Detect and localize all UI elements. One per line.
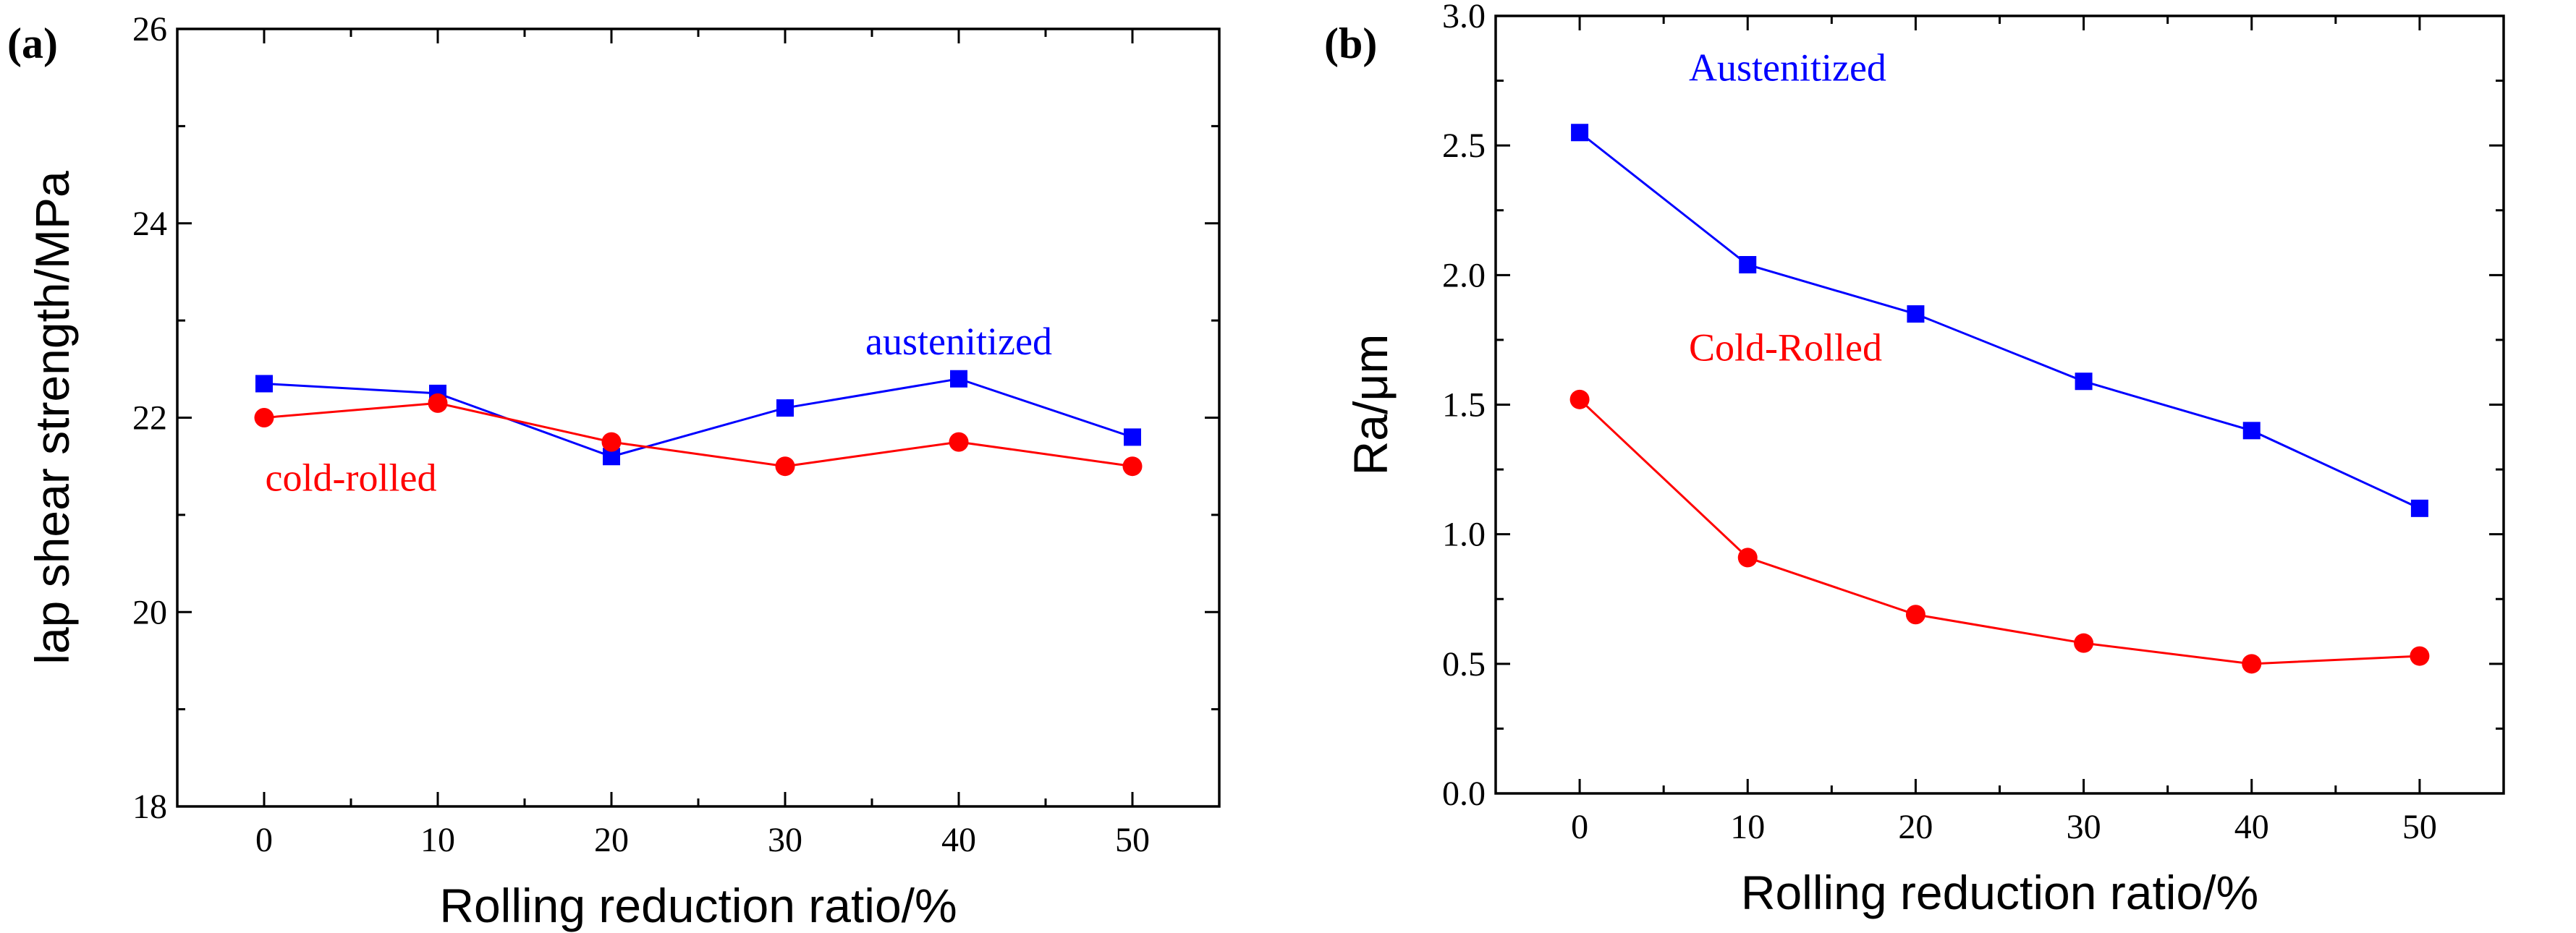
chart-panel-a: (a) 0 10 20 30 40 50 18 20 22 24 26 Rolling reduct…: [7, 10, 1221, 932]
data-point-circle: [1737, 548, 1758, 568]
annotation-austenitized-a: austenitized: [865, 320, 1052, 363]
y-tick-label: 2.0: [1442, 256, 1486, 294]
x-tick-label: 20: [1898, 808, 1933, 846]
data-point-circle: [2242, 654, 2262, 674]
data-point-circle: [2074, 633, 2094, 653]
x-tick-label: 0: [1571, 808, 1588, 846]
plot-frame-a: [176, 27, 1221, 808]
x-tick-label: 10: [420, 821, 455, 859]
y-tick-label: 1.5: [1442, 386, 1486, 425]
data-point-square: [255, 375, 273, 393]
data-point-square: [1571, 124, 1589, 142]
y-axis-title-b: Ra/μm: [1344, 334, 1397, 476]
plot-frame-b: [1494, 14, 2505, 795]
axis-ticks-a: [177, 27, 1219, 808]
data-point-square: [1907, 305, 1925, 323]
y-tick-label: 22: [132, 399, 167, 438]
series-line-austenitized: [1579, 132, 2420, 510]
data-point-circle: [775, 456, 795, 477]
tick-labels-a: 0 10 20 30 40 50 18 20 22 24 26: [132, 10, 1150, 859]
data-point-circle: [601, 432, 622, 452]
series-line-austenitized: [263, 378, 1133, 458]
data-point-circle: [2410, 646, 2430, 666]
y-tick-label: 24: [132, 205, 167, 243]
series-line-cold-rolled: [263, 401, 1133, 468]
y-tick-label: 20: [132, 593, 167, 631]
data-point-square: [2075, 372, 2093, 391]
y-tick-label: 2.5: [1442, 127, 1486, 165]
data-point-square: [1739, 256, 1757, 273]
data-point-circle: [428, 393, 448, 413]
annotation-cold-rolled-a: cold-rolled: [266, 456, 437, 499]
x-tick-label: 40: [2234, 808, 2269, 846]
series-markers-b: [1569, 124, 2430, 674]
data-point-square: [776, 399, 794, 417]
data-point-circle: [1569, 389, 1590, 409]
x-axis-title-b: Rolling reduction ratio/%: [1741, 866, 2258, 919]
series-line-cold-rolled: [1579, 399, 2420, 665]
x-tick-label: 0: [255, 821, 273, 859]
y-tick-label: 0.0: [1442, 775, 1486, 813]
y-tick-label: 18: [132, 788, 167, 826]
x-tick-label: 40: [941, 821, 976, 859]
chart-panel-b: (b) 0 10 20 30 40 50 0.0 0.5 1.0 1.5 2.0 2.5 3.0 Rol…: [1324, 0, 2505, 919]
series-markers-a: [254, 370, 1143, 477]
x-tick-label: 30: [2067, 808, 2101, 846]
data-point-circle: [949, 432, 969, 452]
panel-label-a: (a): [7, 20, 58, 67]
annotation-austenitized-b: Austenitized: [1689, 46, 1886, 90]
panel-label-b: (b): [1324, 20, 1377, 67]
x-tick-label: 10: [1730, 808, 1765, 846]
x-tick-label: 50: [2402, 808, 2437, 846]
data-point-square: [2410, 499, 2428, 517]
x-axis-title-a: Rolling reduction ratio/%: [439, 879, 957, 932]
x-tick-label: 20: [594, 821, 629, 859]
y-tick-label: 26: [132, 10, 167, 48]
y-axis-title-a: lap shear strength/MPa: [25, 171, 79, 665]
data-point-circle: [1122, 456, 1143, 477]
y-tick-label: 0.5: [1442, 645, 1486, 683]
data-point-square: [950, 370, 967, 388]
data-point-circle: [254, 408, 274, 427]
x-tick-label: 30: [768, 821, 802, 859]
tick-labels-b: 0 10 20 30 40 50 0.0 0.5 1.0 1.5 2.0 2.5 3.0: [1442, 0, 2437, 846]
series-lines-a: [263, 378, 1133, 468]
axis-ticks-b: [1496, 14, 2504, 795]
data-point-square: [2242, 422, 2261, 440]
y-tick-label: 1.0: [1442, 516, 1486, 554]
x-tick-label: 50: [1115, 821, 1150, 859]
data-point-square: [1124, 428, 1141, 446]
annotation-cold-rolled-b: Cold-Rolled: [1689, 326, 1882, 370]
y-tick-label: 3.0: [1442, 0, 1486, 35]
series-lines-b: [1579, 132, 2420, 665]
data-point-circle: [1905, 605, 1925, 625]
